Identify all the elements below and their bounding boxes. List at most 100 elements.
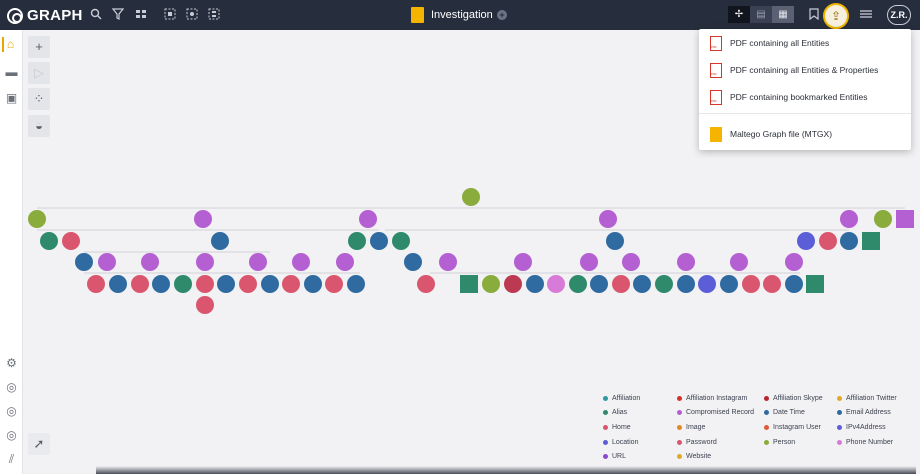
graph-entity-node[interactable]: [840, 232, 858, 250]
legend-item[interactable]: URL: [603, 451, 626, 463]
legend-item[interactable]: Date Time: [764, 407, 805, 419]
graph-entity-node[interactable]: [569, 275, 587, 293]
graph-entity-node[interactable]: [462, 188, 480, 206]
run-button[interactable]: ▷: [28, 62, 50, 84]
legend-item[interactable]: Location: [603, 436, 638, 448]
map-view-icon[interactable]: ▤: [756, 9, 766, 20]
graph-entity-node[interactable]: [304, 275, 322, 293]
graph-entity-node[interactable]: [40, 232, 58, 250]
graph-entity-node[interactable]: [249, 253, 267, 271]
graph-entity-node[interactable]: [196, 296, 214, 314]
pointer-tool-button[interactable]: ➚: [28, 433, 50, 455]
legend-item[interactable]: Person: [764, 436, 795, 448]
graph-entity-node[interactable]: [217, 275, 235, 293]
graph-entity-node[interactable]: [526, 275, 544, 293]
legend-item[interactable]: Affiliation Instagram: [677, 392, 747, 404]
graph-entity-node[interactable]: [194, 210, 212, 228]
legend-item[interactable]: Instagram User: [764, 421, 821, 433]
select-neighbors-icon[interactable]: [185, 8, 199, 22]
graph-entity-node[interactable]: [742, 275, 760, 293]
legend-item[interactable]: Image: [677, 421, 705, 433]
export-button[interactable]: ⇪: [823, 3, 849, 29]
menu-icon[interactable]: [859, 8, 873, 22]
graph-entity-node[interactable]: [785, 275, 803, 293]
graph-entity-node[interactable]: [840, 210, 858, 228]
graph-entity-node[interactable]: [404, 253, 422, 271]
graph-entity-node[interactable]: [720, 275, 738, 293]
layout-icon[interactable]: [134, 8, 148, 22]
search-icon[interactable]: [89, 8, 103, 22]
graph-entity-node[interactable]: [547, 275, 565, 293]
graph-entity-node[interactable]: [211, 232, 229, 250]
legend-item[interactable]: Password: [677, 436, 717, 448]
graph-entity-node[interactable]: [87, 275, 105, 293]
graph-entity-node[interactable]: [785, 253, 803, 271]
view-options-button[interactable]: ◒: [28, 115, 50, 137]
legend-item[interactable]: Home: [603, 421, 631, 433]
graph-entity-node[interactable]: [282, 275, 300, 293]
legend-item[interactable]: Alias: [603, 407, 627, 419]
hub-icon-1[interactable]: ◎: [6, 380, 17, 394]
bookmark-icon[interactable]: [807, 8, 821, 22]
select-children-icon[interactable]: [207, 8, 221, 22]
graph-entity-node[interactable]: [370, 232, 388, 250]
graph-entity-node[interactable]: [698, 275, 716, 293]
graph-entity-node[interactable]: [392, 232, 410, 250]
add-entity-button[interactable]: +: [28, 36, 50, 58]
list-view-icon[interactable]: ▦: [772, 6, 794, 23]
graph-entity-node[interactable]: [806, 275, 824, 293]
graph-entity-node[interactable]: [261, 275, 279, 293]
home-icon[interactable]: ⌂: [2, 37, 17, 52]
graph-entity-node[interactable]: [141, 253, 159, 271]
graph-entity-node[interactable]: [196, 253, 214, 271]
select-icon[interactable]: [163, 8, 177, 22]
graph-entity-node[interactable]: [763, 275, 781, 293]
legend-item[interactable]: Phone Number: [837, 436, 893, 448]
graph-entity-node[interactable]: [874, 210, 892, 228]
filter-icon[interactable]: [111, 8, 125, 22]
legend-item[interactable]: IPv4Address: [837, 421, 886, 433]
chart-icon[interactable]: ⫽: [8, 452, 15, 466]
graph-entity-node[interactable]: [599, 210, 617, 228]
graph-entity-node[interactable]: [819, 232, 837, 250]
graph-entity-node[interactable]: [612, 275, 630, 293]
export-mtgx[interactable]: Maltego Graph file (MTGX): [710, 124, 832, 144]
machines-icon[interactable]: ⚙: [6, 356, 17, 370]
graph-entity-node[interactable]: [862, 232, 880, 250]
app-logo[interactable]: GRAPH: [7, 7, 83, 24]
graph-entity-node[interactable]: [98, 253, 116, 271]
graph-entity-node[interactable]: [655, 275, 673, 293]
layers-icon[interactable]: ▬: [5, 65, 18, 79]
graph-entity-node[interactable]: [633, 275, 651, 293]
hub-icon-2[interactable]: ◎: [6, 404, 17, 418]
document-tab[interactable]: Investigation: [411, 7, 493, 23]
export-pdf-entities-properties[interactable]: PDF containing all Entities & Properties: [710, 60, 878, 80]
graph-entity-node[interactable]: [62, 232, 80, 250]
graph-view-icon[interactable]: ✢: [728, 6, 750, 23]
graph-entity-node[interactable]: [152, 275, 170, 293]
graph-entity-node[interactable]: [622, 253, 640, 271]
graph-entity-node[interactable]: [347, 275, 365, 293]
graph-entity-node[interactable]: [514, 253, 532, 271]
graph-entity-node[interactable]: [504, 275, 522, 293]
export-pdf-all-entities[interactable]: PDF containing all Entities: [710, 33, 829, 53]
graph-entity-node[interactable]: [325, 275, 343, 293]
graph-entity-node[interactable]: [75, 253, 93, 271]
graph-entity-node[interactable]: [606, 232, 624, 250]
graph-entity-node[interactable]: [677, 275, 695, 293]
graph-entity-node[interactable]: [460, 275, 478, 293]
graph-entity-node[interactable]: [896, 210, 914, 228]
graph-entity-node[interactable]: [730, 253, 748, 271]
add-tab-icon[interactable]: +: [497, 10, 507, 20]
graph-entity-node[interactable]: [239, 275, 257, 293]
graph-entity-node[interactable]: [677, 253, 695, 271]
graph-entity-node[interactable]: [797, 232, 815, 250]
legend-item[interactable]: Affiliation: [603, 392, 640, 404]
user-avatar[interactable]: Z.R.: [887, 5, 911, 25]
legend-item[interactable]: Compromised Record: [677, 407, 754, 419]
legend-item[interactable]: Email Address: [837, 407, 891, 419]
layout-grid-button[interactable]: ⁘: [28, 88, 50, 110]
legend-item[interactable]: Website: [677, 451, 711, 463]
entity-palette-icon[interactable]: ▣: [5, 91, 18, 105]
hub-icon-3[interactable]: ◎: [6, 428, 17, 442]
